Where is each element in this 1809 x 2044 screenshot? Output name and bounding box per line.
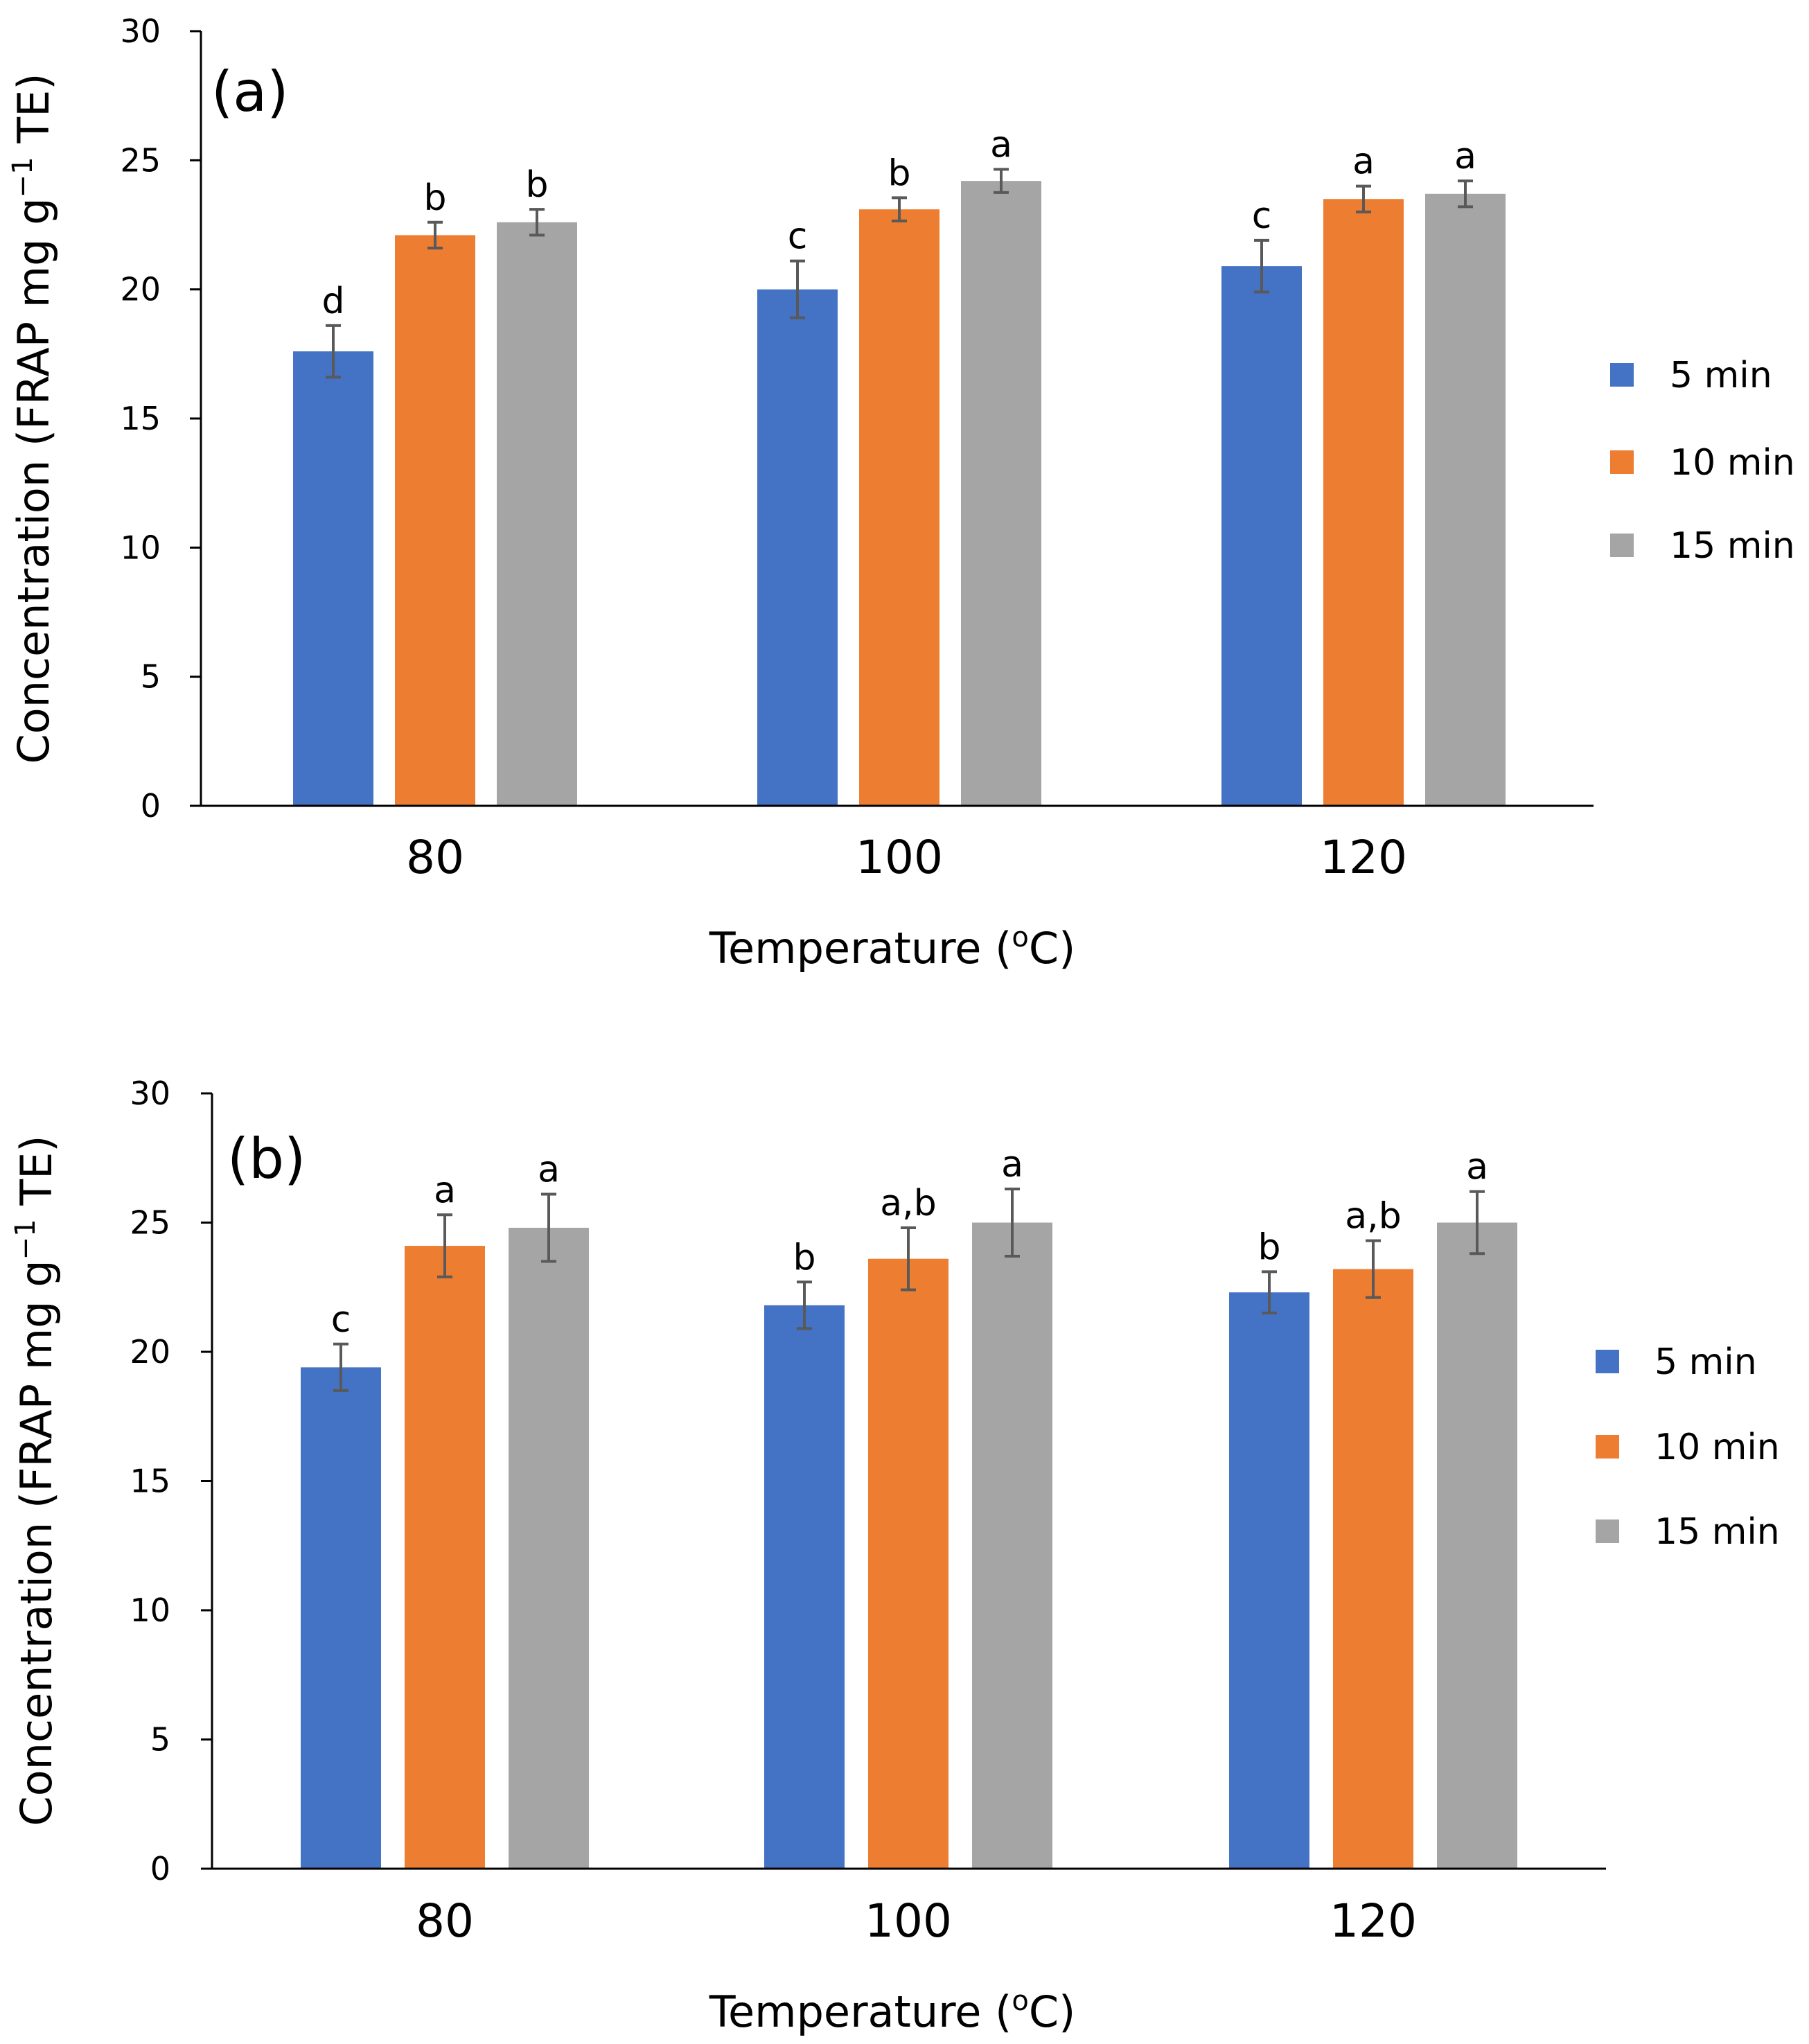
panel-b-bars bbox=[301, 1222, 1517, 1869]
panel-b-significance-letters: c b b a a,b a,b a a a bbox=[331, 1144, 1488, 1341]
panel-a-x-tick-label: 100 bbox=[856, 831, 943, 884]
panel-a-legend: 5 min 10 min 15 min bbox=[1610, 355, 1795, 567]
panel-b-significance-letter: a bbox=[1001, 1144, 1023, 1186]
panel-a-y-tick-label: 10 bbox=[120, 529, 161, 566]
panel-b-y-tick-label: 10 bbox=[130, 1592, 170, 1629]
panel-b-significance-letter: a bbox=[1466, 1147, 1488, 1188]
panel-a-legend-label: 15 min bbox=[1670, 525, 1795, 567]
panel-a-bar-5min-80 bbox=[293, 351, 373, 806]
panel-a-bar-15min-100 bbox=[961, 181, 1041, 806]
panel-a-x-tick-label: 120 bbox=[1320, 831, 1407, 884]
panel-a-significance-letter: a bbox=[990, 124, 1012, 166]
panel-b-x-tick-label: 120 bbox=[1330, 1894, 1417, 1948]
panel-a-significance-letter: d bbox=[321, 281, 344, 322]
panel-b-legend-label: 10 min bbox=[1654, 1427, 1780, 1468]
panel-a-bar-5min-100 bbox=[757, 289, 838, 807]
panel-b-x-tick-label: 80 bbox=[416, 1894, 474, 1948]
panel-a-y-axis-title: Concentration (FRAP mg g−1 TE) bbox=[7, 73, 59, 764]
panel-b-significance-letter: a,b bbox=[880, 1183, 936, 1224]
panel-b-y-ticks: 0 5 10 15 20 25 30 bbox=[130, 1075, 212, 1887]
panel-a-legend-label: 5 min bbox=[1670, 355, 1772, 396]
panel-b-legend: 5 min 10 min 15 min bbox=[1596, 1341, 1780, 1553]
panel-b-bar-15min-120 bbox=[1437, 1222, 1517, 1869]
panel-a-bar-15min-120 bbox=[1425, 193, 1506, 806]
panel-b-legend-label: 15 min bbox=[1654, 1511, 1780, 1553]
panel-b-significance-letter: b bbox=[1258, 1226, 1280, 1268]
panel-b-significance-letter: a bbox=[538, 1149, 560, 1190]
panel-b-x-tick-labels: 80 100 120 bbox=[416, 1894, 1417, 1948]
panel-a-significance-letter: b bbox=[888, 152, 910, 194]
panel-b-y-tick-label: 0 bbox=[150, 1850, 170, 1887]
panel-a-legend-label: 10 min bbox=[1670, 442, 1795, 484]
panel-b-label: (b) bbox=[227, 1127, 306, 1191]
panel-b-significance-letter: b bbox=[793, 1237, 815, 1278]
panel-b-bar-15min-100 bbox=[972, 1222, 1052, 1869]
panel-b-significance-letter: c bbox=[331, 1299, 351, 1341]
panel-b-y-tick-label: 5 bbox=[150, 1721, 170, 1759]
panel-b-y-tick-label: 30 bbox=[130, 1075, 170, 1112]
panel-a-y-tick-label: 5 bbox=[141, 658, 161, 696]
panel-a-significance-letter: c bbox=[788, 216, 808, 258]
panel-a-y-tick-label: 30 bbox=[120, 12, 161, 50]
panel-b-y-axis-title: Concentration (FRAP mg g−1 TE) bbox=[10, 1136, 62, 1826]
panel-b-bar-15min-80 bbox=[509, 1227, 589, 1869]
panel-b-bar-10min-120 bbox=[1333, 1269, 1413, 1869]
panel-a-label: (a) bbox=[211, 60, 288, 124]
panel-b-y-tick-label: 20 bbox=[130, 1333, 170, 1371]
panel-a-y-tick-label: 15 bbox=[120, 400, 161, 437]
panel-b-x-axis-title: Temperature (oC) bbox=[709, 1985, 1076, 2037]
panel-a-bar-10min-120 bbox=[1323, 199, 1404, 806]
panel-a-y-ticks: 0 5 10 15 20 25 30 bbox=[120, 12, 201, 825]
panel-a-error-bars bbox=[326, 168, 1473, 379]
panel-a-significance-letter: c bbox=[1252, 195, 1272, 237]
panel-b-legend-swatch bbox=[1596, 1519, 1619, 1543]
panel-a-y-tick-label: 0 bbox=[141, 787, 161, 825]
panel-b-bar-5min-120 bbox=[1229, 1292, 1309, 1869]
panel-a-legend-swatch bbox=[1610, 363, 1634, 387]
panel-b-y-tick-label: 25 bbox=[130, 1204, 170, 1242]
panel-b-legend-label: 5 min bbox=[1654, 1341, 1757, 1383]
panel-b-significance-letter: a bbox=[434, 1170, 456, 1211]
panel-b-significance-letter: a,b bbox=[1345, 1196, 1401, 1237]
panel-a-y-tick-label: 20 bbox=[120, 271, 161, 308]
panel-a-bar-10min-80 bbox=[395, 235, 475, 806]
panel-a-significance-letter: b bbox=[423, 177, 446, 219]
panel-a-bar-5min-120 bbox=[1221, 266, 1302, 806]
panel-b-error-bars bbox=[333, 1188, 1485, 1392]
panel-a-bar-10min-100 bbox=[859, 209, 939, 806]
panel-a-x-tick-labels: 80 100 120 bbox=[406, 831, 1407, 884]
panel-a-significance-letter: a bbox=[1454, 136, 1476, 177]
panel-a-y-tick-label: 25 bbox=[120, 141, 161, 179]
panel-a-legend-swatch bbox=[1610, 450, 1634, 474]
panel-a-significance-letter: a bbox=[1352, 141, 1375, 183]
panel-a-significance-letters: d c c b b a b a a bbox=[321, 124, 1476, 321]
panel-a-bars bbox=[293, 181, 1506, 807]
panel-a-x-axis-title: Temperature (oC) bbox=[709, 922, 1076, 973]
panel-b-y-tick-label: 15 bbox=[130, 1463, 170, 1500]
panel-a-x-tick-label: 80 bbox=[406, 831, 464, 884]
panel-a-significance-letter: b bbox=[525, 164, 548, 206]
panel-b-bar-10min-80 bbox=[405, 1246, 485, 1869]
panel-b-bar-5min-80 bbox=[301, 1367, 381, 1869]
panel-a-legend-swatch bbox=[1610, 534, 1634, 557]
panel-b-bar-10min-100 bbox=[868, 1258, 948, 1869]
panel-b-x-tick-label: 100 bbox=[865, 1894, 952, 1948]
panel-a-bar-15min-80 bbox=[497, 222, 577, 807]
panel-b-bar-5min-100 bbox=[764, 1305, 845, 1869]
panel-b-legend-swatch bbox=[1596, 1350, 1619, 1373]
panel-b-legend-swatch bbox=[1596, 1435, 1619, 1459]
panel-a-chart: 0 5 10 15 20 25 30 d c c b b a b a a 80 100 120 (a) Temp… bbox=[7, 12, 1795, 973]
